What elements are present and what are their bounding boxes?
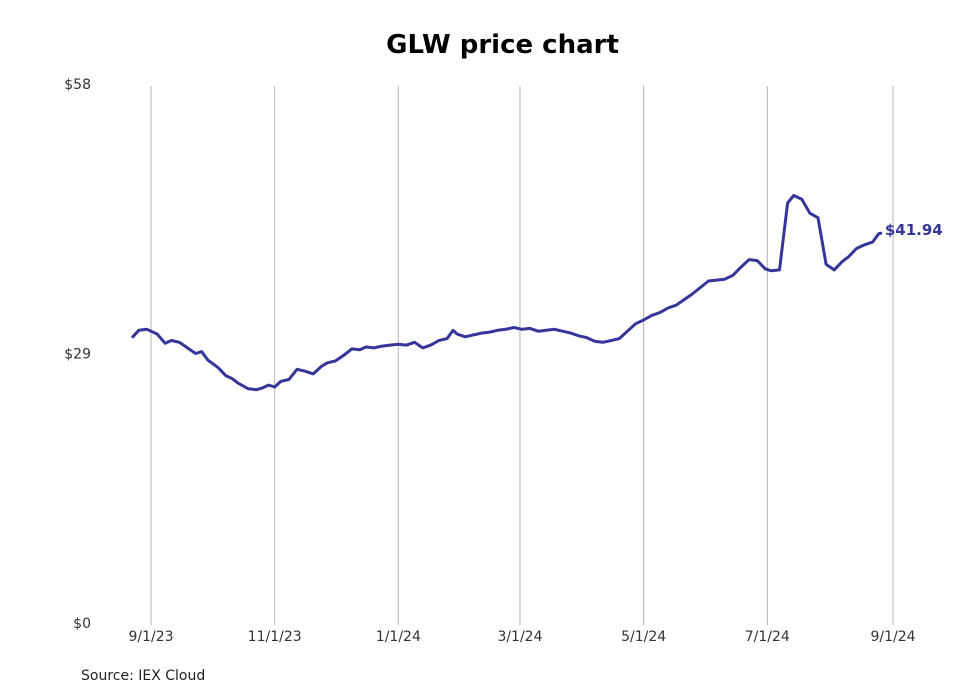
x-tick-label: 1/1/24 xyxy=(376,629,421,645)
y-tick-label: $58 xyxy=(64,77,91,93)
series-glw xyxy=(131,194,883,392)
series-line xyxy=(131,194,883,392)
x-tick-label: 9/1/24 xyxy=(870,629,915,645)
x-tick-label: 3/1/24 xyxy=(497,629,542,645)
end-value-label: $41.94 xyxy=(885,221,943,239)
y-tick-label: $0 xyxy=(73,616,91,632)
source-note: Source: IEX Cloud xyxy=(81,668,206,684)
y-axis: $0 $29 $58 xyxy=(64,77,91,632)
x-axis: 9/1/23 11/1/23 1/1/24 3/1/24 5/1/24 7/1/24 9/1… xyxy=(128,629,915,645)
end-value-label-group: $41.94 xyxy=(885,221,943,239)
chart-title: GLW price chart xyxy=(386,30,619,60)
x-tick-label: 9/1/23 xyxy=(128,629,173,645)
y-tick-label: $29 xyxy=(64,347,91,363)
x-tick-label: 5/1/24 xyxy=(621,629,666,645)
gridlines xyxy=(150,86,894,625)
x-tick-label: 7/1/24 xyxy=(745,629,790,645)
x-tick-label: 11/1/23 xyxy=(248,629,302,645)
